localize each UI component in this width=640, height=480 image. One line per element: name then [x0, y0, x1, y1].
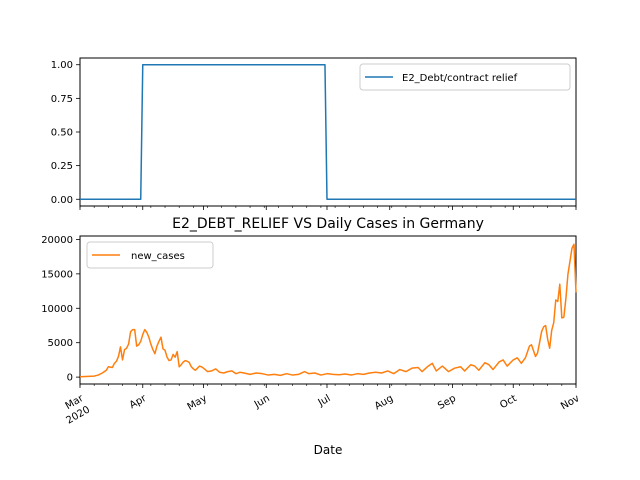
- bottom-series-lines: [79, 243, 577, 378]
- x-axis-label: Date: [314, 443, 343, 457]
- top-legend: E2_Debt/contract relief: [359, 63, 571, 91]
- y-tick-label: 20000: [41, 235, 73, 246]
- bottom-y-ticks: 0 5000 10000 15000 20000: [41, 235, 80, 384]
- top-legend-box: [359, 63, 571, 91]
- y-tick-label: 0.50: [51, 128, 73, 139]
- top-series-lines: [80, 63, 576, 201]
- y-tick-label: 0.25: [51, 161, 73, 172]
- x-tick-label: Nov: [559, 393, 581, 412]
- top-subplot: 0.00 0.25 0.50 0.75 1.00 E2_Debt/contract re…: [51, 57, 577, 210]
- top-x-ticks: [79, 206, 577, 210]
- series-line-new-cases: [79, 243, 577, 378]
- y-tick-label: 0: [67, 373, 73, 384]
- x-tick-label: May: [186, 393, 209, 413]
- y-tick-label: 0.75: [51, 94, 73, 105]
- x-tick-label: Apr: [128, 393, 149, 412]
- y-tick-label: 10000: [41, 304, 73, 315]
- top-legend-label: E2_Debt/contract relief: [402, 73, 518, 84]
- x-tick-label: Mar2020: [58, 393, 93, 427]
- top-y-ticks: 0.00 0.25 0.50 0.75 1.00: [51, 60, 80, 206]
- bottom-legend-box: [86, 241, 214, 269]
- bottom-plot-frame: [79, 235, 577, 385]
- y-tick-label: 0.00: [51, 195, 73, 206]
- x-tick-label: Aug: [373, 393, 395, 412]
- bottom-legend-label: new_cases: [131, 251, 185, 262]
- series-line-e2-debt-contract-relief: [80, 63, 576, 201]
- x-tick-label: Sep: [436, 393, 458, 412]
- bottom-x-ticks: Mar2020 Apr May Jun Jul Aug Sep Oct Nov: [58, 384, 582, 427]
- y-tick-label: 1.00: [51, 60, 73, 71]
- y-tick-label: 5000: [48, 338, 73, 349]
- x-tick-label: Oct: [498, 393, 519, 411]
- x-tick-label: Jun: [252, 393, 272, 411]
- x-tick-label: Jul: [316, 393, 333, 409]
- bottom-subplot: E2_DEBT_RELIEF VS Daily Cases in Germany…: [41, 216, 581, 457]
- chart-title: E2_DEBT_RELIEF VS Daily Cases in Germany: [172, 216, 484, 232]
- bottom-legend: new_cases: [86, 241, 214, 269]
- y-tick-label: 15000: [41, 269, 73, 280]
